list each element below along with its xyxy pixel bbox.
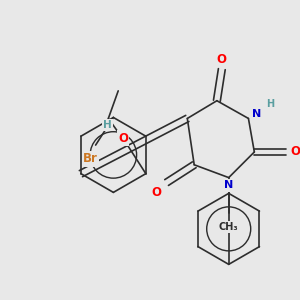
Text: N: N — [252, 109, 261, 118]
Text: O: O — [291, 146, 300, 158]
Text: H: H — [266, 99, 274, 109]
Text: CH₃: CH₃ — [219, 222, 239, 232]
Text: Br: Br — [83, 152, 98, 165]
Text: N: N — [224, 181, 233, 190]
Text: O: O — [152, 186, 162, 199]
Text: H: H — [103, 120, 112, 130]
Text: O: O — [217, 53, 227, 66]
Text: O: O — [118, 132, 128, 145]
